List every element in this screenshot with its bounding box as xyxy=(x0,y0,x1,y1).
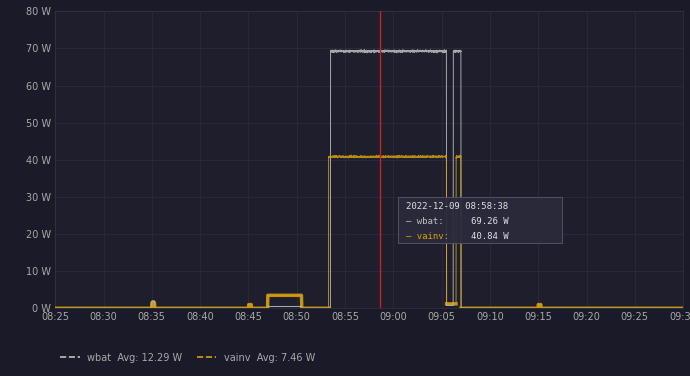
FancyBboxPatch shape xyxy=(398,197,562,243)
Text: 2022-12-09 08:58:38: 2022-12-09 08:58:38 xyxy=(406,203,508,211)
Text: 40.84 W: 40.84 W xyxy=(471,232,509,241)
Text: — wbat:: — wbat: xyxy=(406,217,444,226)
Text: 69.26 W: 69.26 W xyxy=(471,217,509,226)
Legend: wbat  Avg: 12.29 W, vainv  Avg: 7.46 W: wbat Avg: 12.29 W, vainv Avg: 7.46 W xyxy=(60,353,315,363)
Text: — vainv:: — vainv: xyxy=(406,232,449,241)
